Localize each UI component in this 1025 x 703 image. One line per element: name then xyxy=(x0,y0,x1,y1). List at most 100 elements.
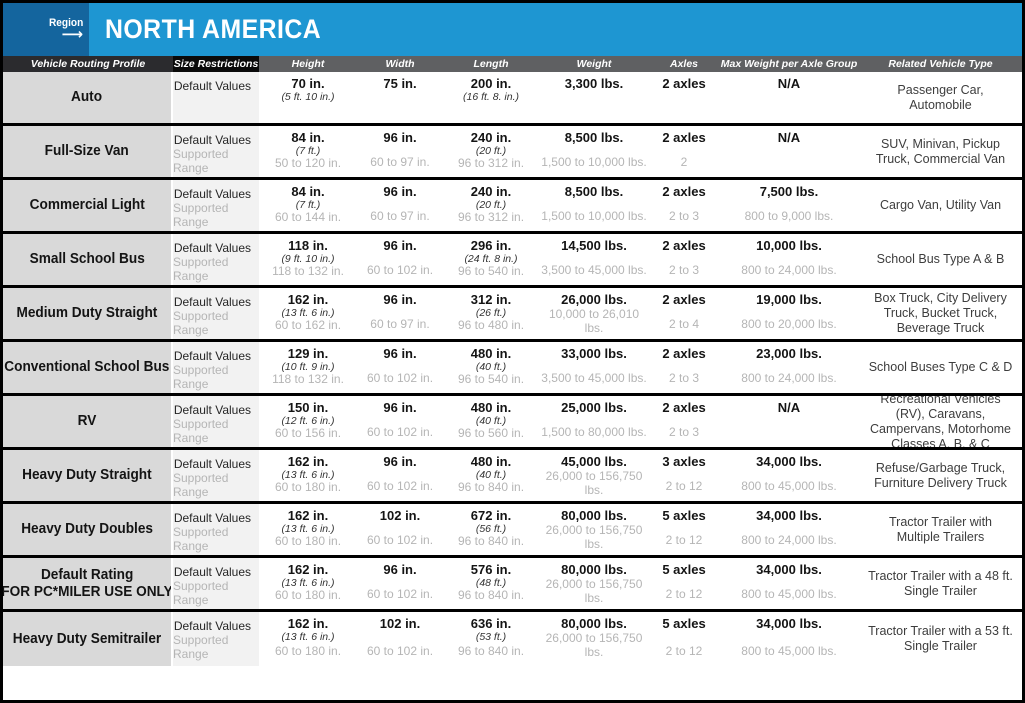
length-note: (26 ft.) xyxy=(475,306,507,319)
length-note: (56 ft.) xyxy=(475,522,507,535)
height-default-value: 162 in. xyxy=(287,508,329,523)
axles-cell: 2 axles 2 xyxy=(649,126,719,177)
weight-default-value: 8,500 lbs. xyxy=(564,184,624,199)
axles-default-value: 3 axles xyxy=(662,454,706,469)
length-cell: 480 in. (40 ft.) 96 to 540 in. xyxy=(443,342,539,393)
length-default-value: 240 in. xyxy=(470,184,512,199)
max-axle-supported-range: 800 to 9,000 lbs. xyxy=(744,209,834,223)
width-supported-range: 60 to 97 in. xyxy=(370,317,430,331)
axles-cell: 2 axles 2 to 3 xyxy=(649,180,719,231)
size-restrictions-cell: Default Values Supported Range xyxy=(173,558,259,609)
weight-default-value: 3,300 lbs. xyxy=(564,76,624,91)
weight-cell: 80,000 lbs. 26,000 to 156,750 lbs. xyxy=(539,504,649,555)
length-cell: 240 in. (20 ft.) 96 to 312 in. xyxy=(443,126,539,177)
max-weight-per-axle-group-cell: 34,000 lbs. 800 to 45,000 lbs. xyxy=(719,612,859,666)
profile-name-cell: Heavy Duty Semitrailer xyxy=(3,612,173,666)
supported-range-label: Supported Range xyxy=(173,201,229,229)
height-default-value: 129 in. xyxy=(287,346,329,361)
max-axle-default-value: 7,500 lbs. xyxy=(759,184,819,199)
max-axle-default-value: N/A xyxy=(777,400,801,415)
height-note: (13 ft. 6 in.) xyxy=(281,522,335,535)
axles-supported-range: 2 to 3 xyxy=(668,263,700,277)
max-axle-default-value: N/A xyxy=(777,76,801,91)
axles-cell: 2 axles 2 to 4 xyxy=(649,288,719,339)
length-note: (40 ft.) xyxy=(475,414,507,427)
profile-name-cell: Small School Bus xyxy=(3,234,173,285)
weight-supported-range: 3,500 to 45,000 lbs. xyxy=(541,263,647,277)
length-note: (40 ft.) xyxy=(475,468,507,481)
max-axle-default-value: 34,000 lbs. xyxy=(756,508,822,523)
related-vehicle-type: Tractor Trailer with Multiple Trailers xyxy=(888,514,993,544)
length-note: (20 ft.) xyxy=(475,144,507,157)
axles-supported-range: 2 to 4 xyxy=(668,317,700,331)
height-cell: 84 in. (7 ft.) 60 to 144 in. xyxy=(259,180,357,231)
weight-cell: 8,500 lbs. 1,500 to 10,000 lbs. xyxy=(539,180,649,231)
height-note: (10 ft. 9 in.) xyxy=(281,360,335,373)
length-default-value: 200 in. xyxy=(470,76,512,91)
width-default-value: 75 in. xyxy=(383,76,417,91)
col-header-width: Width xyxy=(385,58,415,70)
related-vehicle-type-cell: School Bus Type A & B xyxy=(859,234,1022,285)
height-cell: 162 in. (13 ft. 6 in.) 60 to 180 in. xyxy=(259,612,357,666)
height-supported-range: 60 to 180 in. xyxy=(274,480,342,495)
profile-name: Commercial Light xyxy=(29,197,145,214)
size-restrictions-cell: Default Values Supported Range xyxy=(173,450,259,501)
related-vehicle-type: Recreational Vehicles (RV), Caravans, Ca… xyxy=(869,396,1012,447)
max-weight-per-axle-group-cell: 19,000 lbs. 800 to 20,000 lbs. xyxy=(719,288,859,339)
length-default-value: 480 in. xyxy=(470,454,512,469)
width-default-value: 96 in. xyxy=(383,130,417,145)
profile-name: Auto xyxy=(71,89,103,106)
width-cell: 96 in. 60 to 102 in. xyxy=(357,558,443,609)
length-default-value: 672 in. xyxy=(470,508,512,523)
weight-default-value: 25,000 lbs. xyxy=(561,400,627,415)
supported-range-label: Supported Range xyxy=(173,579,229,607)
max-weight-per-axle-group-cell: 7,500 lbs. 800 to 9,000 lbs. xyxy=(719,180,859,231)
table-header: Vehicle Routing Profile Size Restriction… xyxy=(3,56,1022,72)
max-axle-default-value: 23,000 lbs. xyxy=(756,346,822,361)
width-cell: 96 in. 60 to 97 in. xyxy=(357,126,443,177)
max-weight-per-axle-group-cell: N/A xyxy=(719,126,859,177)
axles-default-value: 2 axles xyxy=(662,400,706,415)
related-vehicle-type-cell: Refuse/Garbage Truck, Furniture Delivery… xyxy=(859,450,1022,501)
related-vehicle-type-cell: Tractor Trailer with a 53 ft. Single Tra… xyxy=(859,612,1022,666)
max-axle-default-value: 34,000 lbs. xyxy=(756,616,822,631)
supported-range-label: Supported Range xyxy=(173,255,229,283)
max-axle-supported-range: 800 to 45,000 lbs. xyxy=(741,587,837,601)
width-cell: 75 in. xyxy=(357,72,443,123)
height-supported-range: 118 to 132 in. xyxy=(272,372,344,387)
height-supported-range: 50 to 120 in. xyxy=(274,156,342,171)
width-cell: 96 in. 60 to 102 in. xyxy=(357,450,443,501)
length-supported-range: 96 to 560 in. xyxy=(457,426,525,441)
width-cell: 96 in. 60 to 97 in. xyxy=(357,288,443,339)
profile-name-cell: Default Rating (FOR PC*MILER USE ONLY) xyxy=(3,558,173,609)
max-axle-supported-range: 800 to 24,000 lbs. xyxy=(741,371,837,385)
table-row: Auto Default Values 70 in. (5 ft. 10 in.… xyxy=(3,72,1022,126)
height-note: (9 ft. 10 in.) xyxy=(281,252,335,265)
length-supported-range: 96 to 480 in. xyxy=(457,318,525,333)
height-cell: 70 in. (5 ft. 10 in.) xyxy=(259,72,357,123)
profile-name-cell: Full-Size Van xyxy=(3,126,173,177)
size-restrictions-cell: Default Values Supported Range xyxy=(173,180,259,231)
height-supported-range: 60 to 180 in. xyxy=(274,644,342,658)
axles-cell: 2 axles xyxy=(649,72,719,123)
height-note: (13 ft. 6 in.) xyxy=(281,576,335,589)
length-supported-range: 96 to 540 in. xyxy=(457,264,525,279)
supported-range-label: Supported Range xyxy=(173,525,229,553)
weight-default-value: 80,000 lbs. xyxy=(561,562,627,577)
height-note: (13 ft. 6 in.) xyxy=(281,630,335,643)
col-header-vehicle-routing-profile: Vehicle Routing Profile xyxy=(3,56,173,72)
max-weight-per-axle-group-cell: 34,000 lbs. 800 to 24,000 lbs. xyxy=(719,504,859,555)
width-default-value: 96 in. xyxy=(383,562,417,577)
width-cell: 102 in. 60 to 102 in. xyxy=(357,504,443,555)
max-axle-supported-range: 800 to 45,000 lbs. xyxy=(741,644,837,658)
related-vehicle-type: Refuse/Garbage Truck, Furniture Delivery… xyxy=(874,460,1007,490)
width-default-value: 102 in. xyxy=(379,508,421,523)
height-supported-range: 60 to 180 in. xyxy=(274,588,342,603)
max-weight-per-axle-group-cell: N/A xyxy=(719,72,859,123)
related-vehicle-type-cell: School Buses Type C & D xyxy=(859,342,1022,393)
related-vehicle-type: School Bus Type A & B xyxy=(876,252,1005,266)
default-values-label: Default Values xyxy=(173,187,251,201)
height-note: (7 ft.) xyxy=(295,144,321,157)
profile-name-cell: Medium Duty Straight xyxy=(3,288,173,339)
col-header-height: Height xyxy=(291,58,325,70)
